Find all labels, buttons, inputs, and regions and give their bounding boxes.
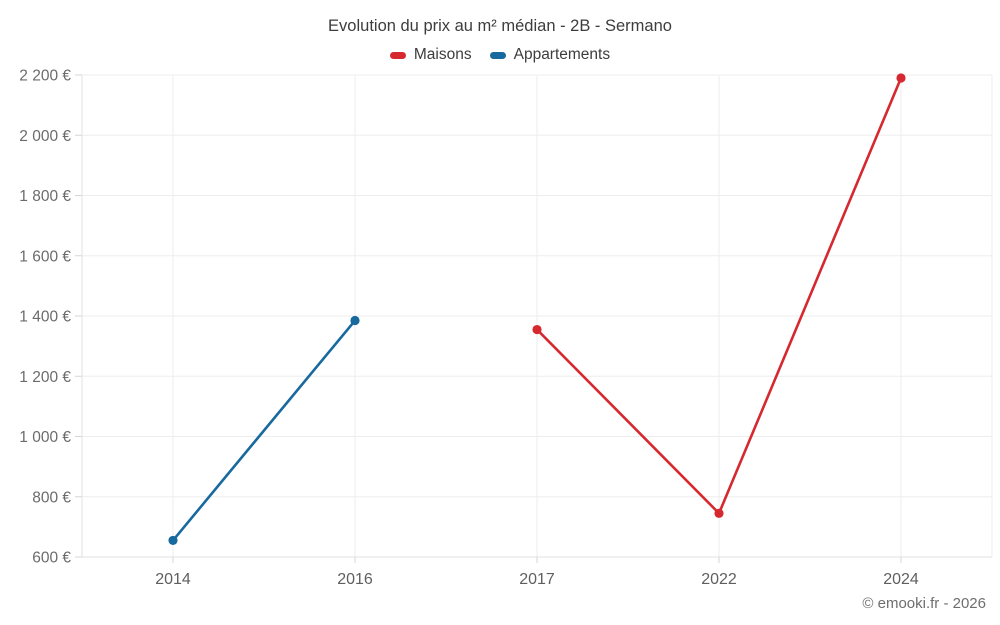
x-axis-tick-label: 2014 <box>155 571 191 588</box>
legend-item-appartements[interactable]: Appartements <box>489 46 611 64</box>
data-point-appartements[interactable] <box>168 535 178 546</box>
data-point-maisons[interactable] <box>714 508 724 518</box>
y-axis-tick-label: 2 000 € <box>19 128 71 145</box>
y-axis-tick-label: 1 000 € <box>19 429 71 446</box>
chart-title: Evolution du prix au m² médian - 2B - Se… <box>328 17 672 35</box>
y-axis-tick-label: 600 € <box>32 550 71 567</box>
copyright-notice: © emooki.fr - 2026 <box>862 595 986 612</box>
y-axis-tick-label: 1 800 € <box>19 188 71 205</box>
x-axis-tick-label: 2022 <box>701 571 737 588</box>
y-axis-tick-label: 800 € <box>32 489 71 506</box>
y-axis-tick-label: 1 600 € <box>19 248 71 265</box>
y-axis-tick-label: 2 200 € <box>19 68 71 85</box>
x-axis-tick-label: 2024 <box>883 571 919 588</box>
series-line-appartements <box>171 319 357 542</box>
data-point-maisons[interactable] <box>532 324 542 335</box>
y-axis-tick-label: 1 400 € <box>19 309 71 326</box>
x-axis-tick-label: 2017 <box>519 571 555 588</box>
y-axis-tick-label: 1 200 € <box>19 369 71 386</box>
data-point-appartements[interactable] <box>350 315 360 326</box>
appartements-series-swatch <box>489 51 506 59</box>
legend-label-maisons: Maisons <box>413 46 472 63</box>
legend-label-appartements: Appartements <box>513 46 611 63</box>
data-point-maisons[interactable] <box>896 73 906 83</box>
legend-item-maisons[interactable]: Maisons <box>389 46 472 64</box>
x-axis-tick-label: 2016 <box>337 571 373 588</box>
maisons-series-swatch <box>389 51 406 59</box>
legend: Maisons Appartements <box>0 45 1000 65</box>
